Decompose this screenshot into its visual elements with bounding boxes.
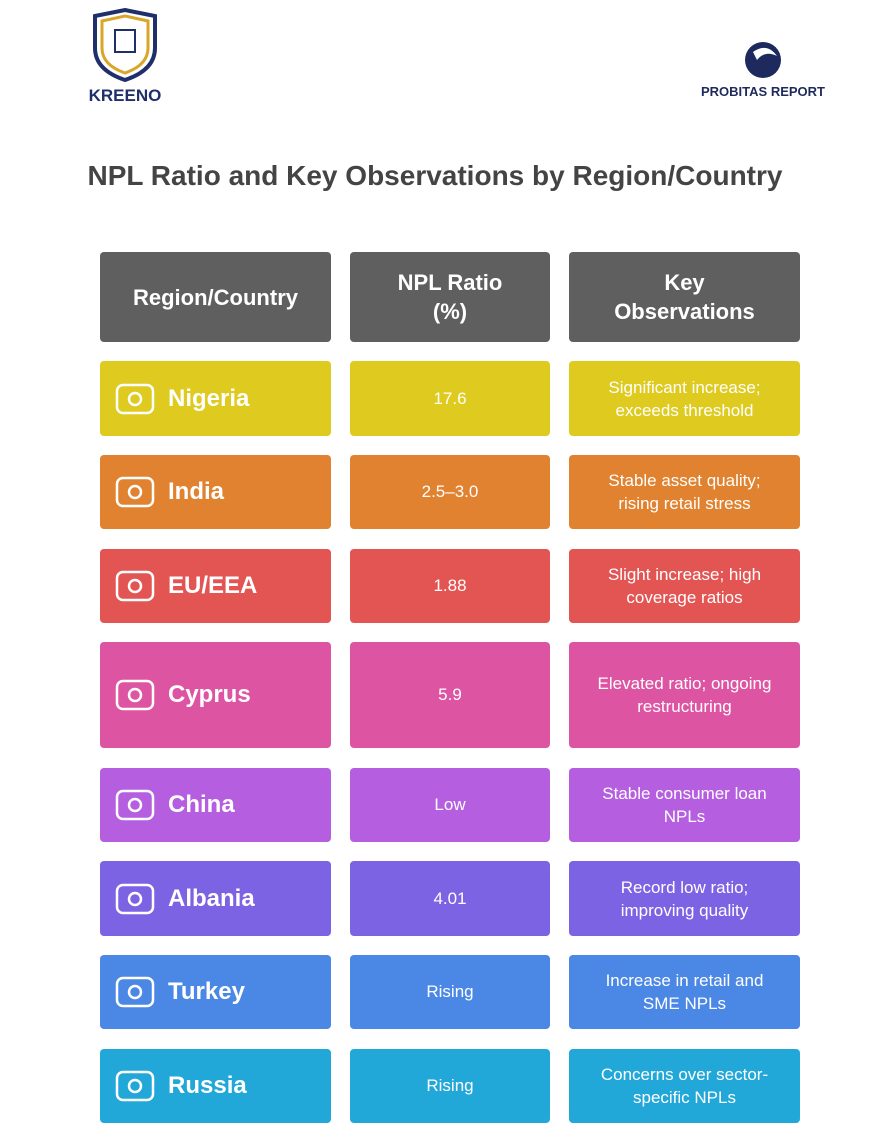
region-cell: India <box>100 455 331 529</box>
cell-text: NPL Ratio (%) <box>397 270 503 324</box>
ratio-cell: 4.01 <box>350 861 550 936</box>
observation-cell: Stable asset quality; rising retail stre… <box>569 455 800 529</box>
ratio-cell: Low <box>350 768 550 842</box>
observation-cell: Increase in retail and SME NPLs <box>569 955 800 1029</box>
ratio-cell: Rising <box>350 1049 550 1123</box>
cell-text: EU/EEA <box>168 572 258 599</box>
cell-text: Stable consumer loan NPLs <box>602 784 767 826</box>
cell-text: 17.6 <box>433 388 467 408</box>
cell-text: Concerns over sector-specific NPLs <box>600 1065 769 1107</box>
probitas-logo: PROBITAS REPORT <box>701 42 825 99</box>
cell-text: China <box>168 791 235 818</box>
row-icon <box>115 476 155 508</box>
cell-text: Record low ratio; improving quality <box>620 877 749 920</box>
kreeno-logo: KREENO <box>89 8 162 105</box>
observation-cell: Stable consumer loan NPLs <box>569 768 800 842</box>
cell-text: Significant increase; exceeds threshold <box>608 377 761 420</box>
row-icon <box>115 1070 155 1102</box>
region-cell: EU/EEA <box>100 549 331 623</box>
ratio-cell: 17.6 <box>350 361 550 436</box>
region-cell: Turkey <box>100 955 331 1029</box>
ratio-cell: 2.5–3.0 <box>350 455 550 529</box>
cell-text: Region/Country <box>133 284 298 310</box>
region-cell: Cyprus <box>100 642 331 748</box>
cell-text: Turkey <box>168 978 245 1005</box>
cell-text: 2.5–3.0 <box>421 482 479 501</box>
row-icon <box>115 383 155 414</box>
region-cell: Nigeria <box>100 361 331 436</box>
cell-text: 1.88 <box>433 576 467 595</box>
observation-cell: Record low ratio; improving quality <box>569 861 800 936</box>
row-icon <box>115 570 155 602</box>
region-cell: China <box>100 768 331 842</box>
cell-text: Russia <box>168 1072 247 1099</box>
cell-text: Rising <box>426 982 474 1001</box>
row-icon <box>115 679 155 711</box>
cell-text: India <box>168 478 225 505</box>
row-icon <box>115 789 155 821</box>
cell-text: Albania <box>168 884 255 912</box>
region-cell: Albania <box>100 861 331 936</box>
cell-text: Key Observations <box>614 270 755 324</box>
column-header: NPL Ratio (%) <box>350 252 550 342</box>
cell-text: Increase in retail and SME NPLs <box>605 971 764 1013</box>
observation-cell: Slight increase; high coverage ratios <box>569 549 800 623</box>
region-cell: Russia <box>100 1049 331 1123</box>
cell-text: Rising <box>426 1076 474 1095</box>
logo-text: PROBITAS REPORT <box>701 84 825 99</box>
ratio-cell: Rising <box>350 955 550 1029</box>
cell-text: Elevated ratio; ongoing restructuring <box>597 674 772 716</box>
observation-cell: Elevated ratio; ongoing restructuring <box>569 642 800 748</box>
title: NPL Ratio and Key Observations by Region… <box>87 160 783 191</box>
column-header: Region/Country <box>100 252 331 342</box>
cell-text: Low <box>434 795 466 814</box>
logo-text: KREENO <box>89 86 162 105</box>
cell-text: Nigeria <box>168 384 250 412</box>
cell-text: Slight increase; high coverage ratios <box>607 565 762 607</box>
observation-cell: Significant increase; exceeds threshold <box>569 361 800 436</box>
ratio-cell: 1.88 <box>350 549 550 623</box>
row-icon <box>115 883 155 914</box>
row-icon <box>115 976 155 1008</box>
observation-cell: Concerns over sector-specific NPLs <box>569 1049 800 1123</box>
ratio-cell: 5.9 <box>350 642 550 748</box>
cell-text: Cyprus <box>168 681 251 708</box>
cell-text: 4.01 <box>433 888 467 908</box>
cell-text: Stable asset quality; rising retail stre… <box>608 471 761 513</box>
column-header: Key Observations <box>569 252 800 342</box>
cell-text: 5.9 <box>438 685 462 704</box>
